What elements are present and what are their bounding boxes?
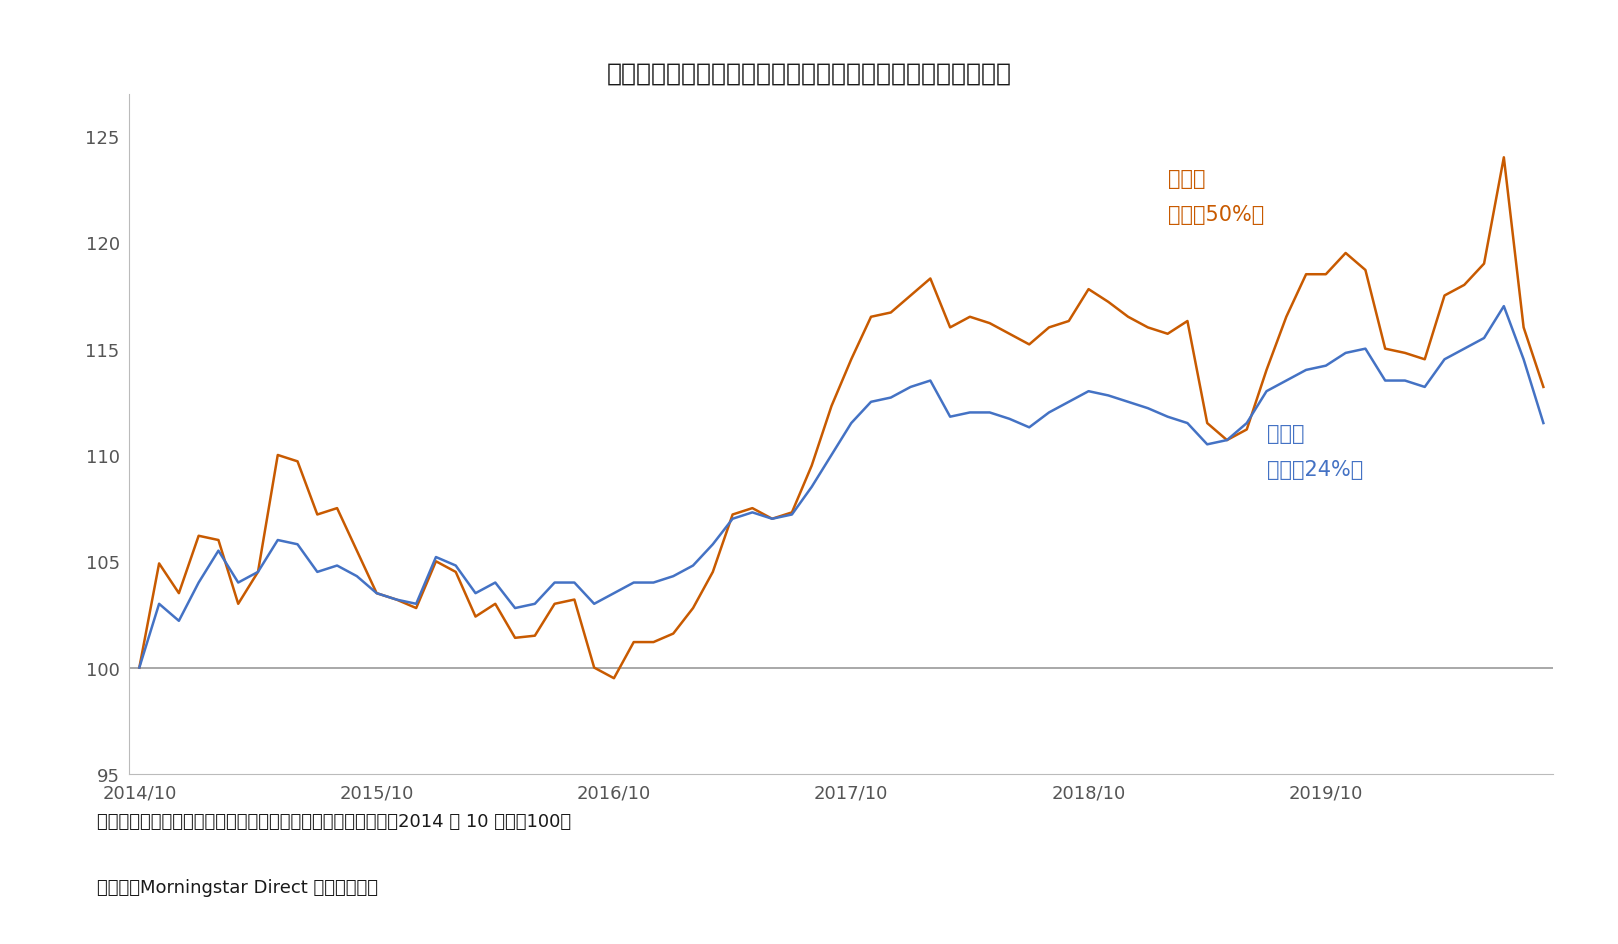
Text: 変更後: 変更後 <box>1168 169 1205 189</box>
Text: 図表２：株式の投資割合を増やした方が高収益だった可能性: 図表２：株式の投資割合を増やした方が高収益だった可能性 <box>607 61 1011 85</box>
Text: （株式24%）: （株式24%） <box>1267 460 1362 480</box>
Text: 変更前: 変更前 <box>1267 424 1304 444</box>
Text: （注）各資産のベンチマーク指数の月次収益率を用いて計算（2014 年 10 月末＝100）: （注）各資産のベンチマーク指数の月次収益率を用いて計算（2014 年 10 月末… <box>97 812 571 830</box>
Text: （資料）Morningstar Direct より筆者作成: （資料）Morningstar Direct より筆者作成 <box>97 878 379 896</box>
Text: （株式50%）: （株式50%） <box>1168 205 1264 225</box>
